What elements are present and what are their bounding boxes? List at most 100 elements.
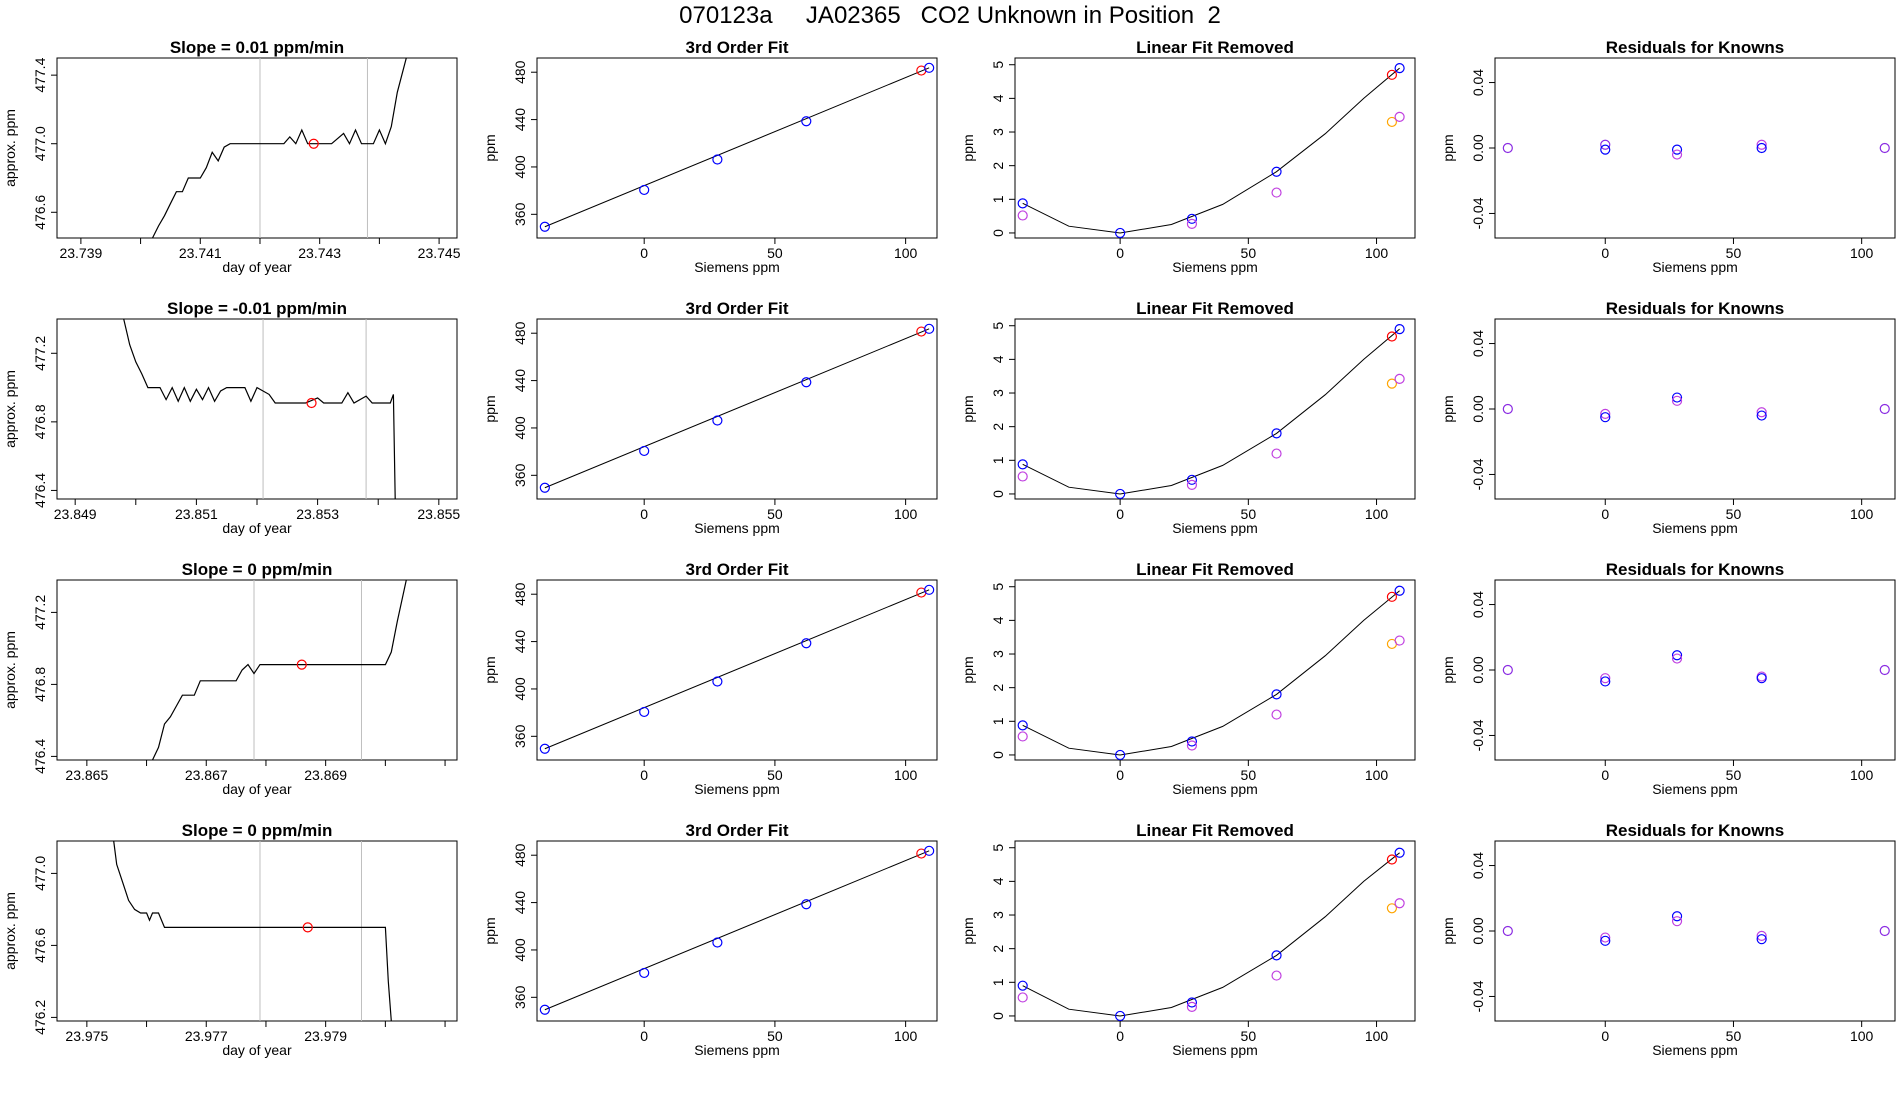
panel-title: Linear Fit Removed bbox=[1136, 38, 1294, 57]
data-point bbox=[1394, 62, 1405, 74]
data-point bbox=[1394, 847, 1405, 858]
plot-area bbox=[1502, 139, 1890, 160]
plot-frame bbox=[536, 57, 938, 239]
panel-title: Residuals for Knowns bbox=[1606, 38, 1785, 57]
panel-r4-c2: 3rd Order Fit Siemens ppm ppm 0 50 100 360 400 4… bbox=[482, 821, 938, 1058]
y-tick-label: 360 bbox=[512, 463, 528, 487]
panel-r2-c3: Linear Fit Removed Siemens ppm ppm 0 50 100 0 1… bbox=[960, 299, 1416, 536]
y-tick-label: 0.04 bbox=[1470, 591, 1486, 618]
plot-area bbox=[151, 58, 407, 238]
panel-title: Slope = 0 ppm/min bbox=[182, 560, 333, 579]
plot-frame bbox=[56, 318, 458, 500]
x-axis-label: Siemens ppm bbox=[694, 781, 780, 797]
y-tick-label: 0 bbox=[990, 490, 1006, 498]
data-point bbox=[1394, 898, 1405, 909]
x-tick-label: 23.977 bbox=[185, 1028, 228, 1044]
panel-r2-c2: 3rd Order Fit Siemens ppm ppm 0 50 100 360 400 4… bbox=[482, 299, 938, 536]
data-point bbox=[1271, 448, 1282, 459]
plot-frame bbox=[536, 579, 938, 761]
y-tick-label: 2 bbox=[990, 945, 1006, 953]
data-point bbox=[1186, 474, 1198, 485]
data-point bbox=[1879, 664, 1890, 676]
x-tick-label: 50 bbox=[767, 506, 783, 522]
y-tick-label: 0.00 bbox=[1470, 917, 1486, 944]
x-tick-label: 23.867 bbox=[185, 767, 228, 783]
data-point bbox=[1386, 591, 1398, 602]
panel-r1-c2: 3rd Order Fit Siemens ppm ppm 0 50 100 360 400 4… bbox=[482, 38, 938, 275]
plot-frame bbox=[1014, 57, 1416, 239]
y-axis-label: ppm bbox=[960, 917, 976, 944]
y-tick-label: 477.4 bbox=[32, 57, 48, 92]
data-point bbox=[1271, 428, 1282, 439]
y-tick-label: 480 bbox=[512, 321, 528, 345]
x-tick-label: 50 bbox=[1726, 1028, 1742, 1044]
panel-title: Linear Fit Removed bbox=[1136, 299, 1294, 318]
x-tick-label: 0 bbox=[640, 1028, 648, 1044]
x-axis-label: Siemens ppm bbox=[694, 520, 780, 536]
data-point bbox=[1186, 1001, 1198, 1012]
x-tick-label: 50 bbox=[1726, 506, 1742, 522]
data-point bbox=[1017, 992, 1028, 1003]
x-tick-label: 0 bbox=[1601, 1028, 1609, 1044]
residual-curve bbox=[1022, 590, 1400, 756]
plot-area bbox=[1502, 650, 1890, 687]
y-tick-label: 477.2 bbox=[32, 595, 48, 630]
data-point bbox=[1600, 412, 1611, 423]
data-point bbox=[1017, 980, 1028, 991]
plot-area bbox=[113, 841, 392, 1021]
y-tick-label: 1 bbox=[990, 717, 1006, 725]
y-tick-label: 5 bbox=[990, 322, 1006, 330]
data-point bbox=[1186, 740, 1198, 751]
panel-title: Linear Fit Removed bbox=[1136, 560, 1294, 579]
plot-frame bbox=[1494, 318, 1896, 500]
data-point bbox=[1271, 970, 1282, 981]
data-point bbox=[801, 377, 812, 388]
y-tick-label: 0.04 bbox=[1470, 330, 1486, 357]
fit-line bbox=[544, 67, 930, 228]
panel-r1-c1: Slope = 0.01 ppm/min day of year approx. p… bbox=[2, 38, 461, 275]
data-point bbox=[1394, 323, 1405, 335]
y-tick-label: -0.04 bbox=[1470, 719, 1486, 751]
data-point bbox=[1756, 410, 1767, 421]
mean-marker bbox=[308, 138, 319, 149]
x-tick-label: 23.853 bbox=[296, 506, 339, 522]
panel-title: Linear Fit Removed bbox=[1136, 821, 1294, 840]
data-point bbox=[1271, 950, 1282, 961]
x-axis-label: Siemens ppm bbox=[1172, 259, 1258, 275]
data-point bbox=[1394, 585, 1405, 596]
panel-title: 3rd Order Fit bbox=[686, 299, 789, 318]
y-axis-label: ppm bbox=[960, 134, 976, 161]
y-tick-label: 0.00 bbox=[1470, 395, 1486, 422]
y-axis-label: ppm bbox=[482, 395, 498, 422]
plot-frame bbox=[56, 840, 458, 1022]
y-tick-label: 440 bbox=[512, 891, 528, 915]
x-tick-label: 23.851 bbox=[175, 506, 218, 522]
x-tick-label: 50 bbox=[1726, 245, 1742, 261]
x-tick-label: 23.739 bbox=[59, 245, 102, 261]
y-tick-label: 5 bbox=[990, 844, 1006, 852]
x-tick-label: 0 bbox=[1601, 506, 1609, 522]
panel-r4-c4: Residuals for Knowns Siemens ppm ppm 0 50 100… bbox=[1440, 821, 1896, 1058]
x-tick-label: 50 bbox=[1241, 1028, 1257, 1044]
panel-r3-c2: 3rd Order Fit Siemens ppm ppm 0 50 100 360 400 4… bbox=[482, 560, 938, 797]
y-tick-label: 400 bbox=[512, 677, 528, 701]
data-point bbox=[1600, 932, 1611, 943]
x-tick-label: 23.975 bbox=[65, 1028, 108, 1044]
data-point bbox=[1502, 403, 1513, 415]
plot-area bbox=[539, 62, 935, 232]
data-point bbox=[1394, 635, 1405, 646]
data-point bbox=[1271, 689, 1282, 700]
y-tick-label: 5 bbox=[990, 61, 1006, 69]
data-point bbox=[1879, 142, 1890, 154]
y-axis-label: ppm bbox=[482, 656, 498, 683]
plot-area bbox=[151, 580, 407, 760]
y-tick-label: -0.04 bbox=[1470, 458, 1486, 490]
panel-title: Slope = -0.01 ppm/min bbox=[167, 299, 347, 318]
y-tick-label: 440 bbox=[512, 369, 528, 393]
y-tick-label: 476.8 bbox=[32, 404, 48, 439]
data-point bbox=[1186, 997, 1198, 1008]
data-point bbox=[1271, 187, 1282, 198]
plot-frame bbox=[56, 579, 458, 761]
y-tick-label: 0.00 bbox=[1470, 134, 1486, 161]
